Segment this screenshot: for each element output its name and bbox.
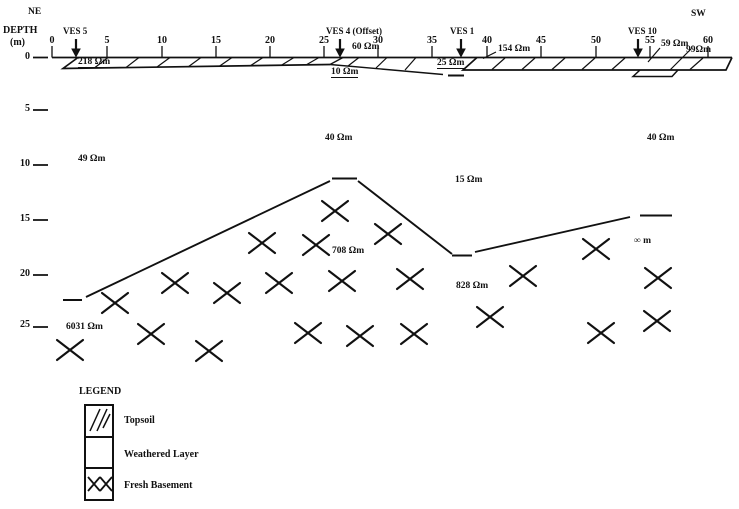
depth-tick-15: 15 [20, 213, 30, 224]
depth-tick-5: 5 [25, 103, 30, 114]
distance-tick-55: 55 [645, 35, 655, 46]
distance-tick-50: 50 [591, 35, 601, 46]
topsoil-hatch-right [491, 57, 704, 70]
legend-box-weathered [84, 436, 114, 469]
res-label-weathered-15: 15 Ωm [455, 175, 483, 185]
basement-boundary [63, 177, 672, 301]
res-label-weathered-40-right: 40 Ωm [647, 133, 675, 143]
legend-swatches [84, 404, 114, 501]
legend-item-basement: Fresh Basement [124, 480, 193, 491]
legend-title: LEGEND [79, 386, 122, 397]
ves-station-5: VES 5 [63, 26, 88, 36]
distance-tick-marks [51, 46, 709, 58]
res-label-topsoil-154: 154 Ωm [498, 44, 531, 54]
depth-axis-title: DEPTH [3, 25, 38, 36]
res-label-weathered-49: 49 Ωm [78, 154, 106, 164]
res-label-basement-708: 708 Ωm [332, 246, 365, 256]
res-label-basement-inf: ∞ m [634, 236, 652, 246]
res-label-pocket-25: 25 Ωm [437, 58, 465, 70]
topsoil-band-left [60, 56, 344, 70]
res-label-weathered-40-mid: 40 Ωm [325, 133, 353, 143]
depth-axis-unit: (m) [10, 37, 25, 48]
legend-box-basement [84, 467, 114, 501]
distance-tick-10: 10 [157, 35, 167, 46]
res-label-topsoil-59: 59 Ωm [661, 39, 689, 49]
ves-arrows [71, 39, 643, 58]
depth-tick-20: 20 [20, 268, 30, 279]
orientation-sw: SW [691, 9, 706, 19]
distance-tick-30: 30 [373, 35, 383, 46]
distance-tick-15: 15 [211, 35, 221, 46]
depth-tick-0: 0 [25, 51, 30, 62]
distance-tick-35: 35 [427, 35, 437, 46]
distance-tick-5: 5 [104, 35, 110, 46]
topsoil-band-right [460, 47, 733, 78]
basement-cross-marks [55, 199, 673, 363]
distance-tick-20: 20 [265, 35, 275, 46]
depth-tick-10: 10 [20, 158, 30, 169]
legend-hatch-pattern [89, 408, 111, 432]
depth-tick-marks [33, 56, 48, 328]
res-label-topsoil-99: 99Ωm [686, 45, 712, 55]
distance-tick-25: 25 [319, 35, 329, 46]
ves-station-1: VES 1 [450, 26, 475, 36]
orientation-ne: NE [28, 7, 42, 17]
legend-cross-pattern [87, 476, 113, 492]
topsoil-sub-band [631, 69, 679, 78]
legend-item-weathered: Weathered Layer [124, 449, 199, 460]
res-label-topsoil-218: 218 Ωm [78, 57, 111, 69]
res-label-basement-6031: 6031 Ωm [66, 322, 103, 332]
ves-station-4: VES 4 (Offset) [326, 26, 382, 36]
res-label-topsoil-60: 60 Ωm [352, 42, 380, 52]
topsoil-hatch-left [94, 56, 320, 68]
depth-tick-25: 25 [20, 319, 30, 330]
distance-tick-0: 0 [49, 35, 55, 46]
label-leader-lines [482, 47, 692, 71]
topsoil-trough [329, 57, 464, 77]
res-label-basement-828: 828 Ωm [456, 281, 489, 291]
distance-tick-45: 45 [536, 35, 546, 46]
ves-station-10: VES 10 [628, 26, 657, 36]
legend-item-topsoil: Topsoil [124, 415, 155, 426]
distance-tick-60: 60 [703, 35, 713, 46]
distance-tick-40: 40 [482, 35, 492, 46]
res-label-lens-10: 10 Ωm [331, 67, 359, 79]
